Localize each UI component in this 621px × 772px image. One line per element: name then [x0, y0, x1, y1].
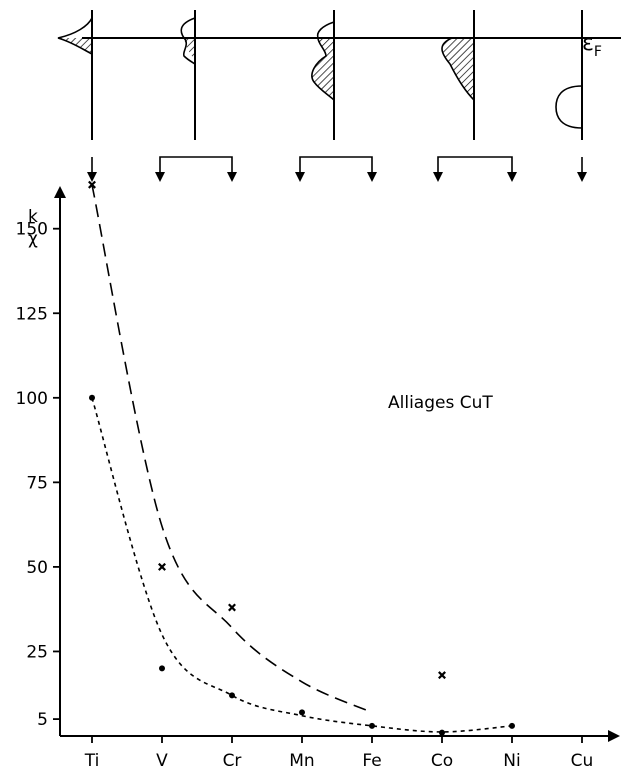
- chi-point-cr: [229, 692, 235, 699]
- chi-series-points: [89, 394, 515, 736]
- dos-sketch-cu: [555, 10, 583, 140]
- x-tick-label-cr: Cr: [223, 751, 242, 771]
- y-tick-label: 125: [16, 304, 48, 324]
- chi-point-v: [159, 665, 165, 672]
- x-tick-label-ti: Ti: [84, 751, 100, 771]
- y-tick-label: 50: [26, 558, 48, 578]
- chi-fit-curve: [91, 397, 513, 733]
- chi-point-co: [439, 729, 445, 736]
- k-point-co: [438, 671, 446, 680]
- element-arrows: [87, 156, 587, 182]
- dos-sketch-v: [180, 10, 196, 140]
- k-point-cr: [228, 603, 236, 612]
- x-tick-label-cu: Cu: [571, 751, 594, 771]
- x-ticks: Ti V Cr Mn Fe Co Ni Cu: [84, 736, 594, 771]
- k-fit-curve: [91, 184, 373, 714]
- y-tick-label: 25: [26, 642, 48, 662]
- k-series-points: [88, 180, 446, 680]
- chi-point-ti: [89, 394, 95, 401]
- y-ticks: 5 25 50 75 100 125 150: [16, 220, 60, 730]
- chi-point-mn: [299, 709, 305, 716]
- chi-point-fe: [369, 722, 375, 729]
- x-tick-label-mn: Mn: [289, 751, 314, 771]
- chi-point-ni: [509, 722, 515, 729]
- x-tick-label-v: V: [156, 751, 168, 771]
- k-point-v: [158, 562, 166, 571]
- x-axis-arrow: [608, 730, 620, 742]
- y-axis-label-chi: χ: [28, 229, 38, 249]
- k-point-ti: [88, 180, 96, 189]
- x-tick-label-ni: Ni: [503, 751, 520, 771]
- y-axis-label-k: k: [28, 207, 38, 227]
- dos-sketch-ti: [57, 10, 93, 140]
- dos-panel: εF: [57, 10, 621, 182]
- x-tick-label-fe: Fe: [362, 751, 381, 771]
- y-tick-label: 100: [16, 389, 48, 409]
- x-tick-label-co: Co: [431, 751, 453, 771]
- dos-sketch-mn: [311, 10, 335, 140]
- y-axis-arrow: [54, 186, 66, 198]
- y-tick-label: 5: [37, 710, 48, 730]
- y-tick-label: 75: [26, 473, 48, 493]
- dos-sketch-co: [441, 10, 475, 140]
- fermi-level-label: εF: [582, 31, 602, 60]
- y-tick-label: 150: [16, 220, 48, 240]
- chart-title: Alliages CuT: [388, 393, 493, 413]
- chart-axes: [54, 186, 620, 742]
